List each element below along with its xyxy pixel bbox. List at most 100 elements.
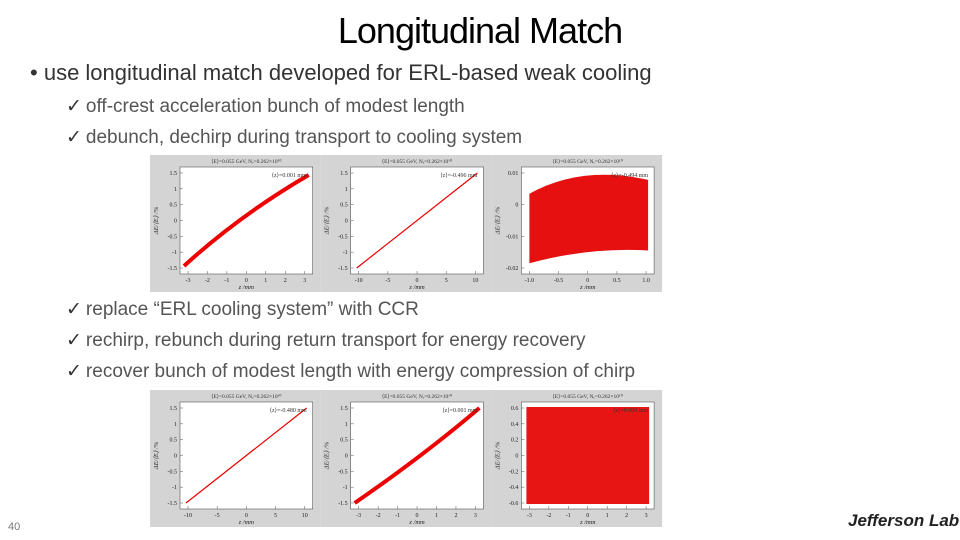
x-tick-label: -2 xyxy=(205,278,210,284)
panel-header: ⟨E⟩=0.055 GeV, Nₑ=0.262×10¹⁰ xyxy=(211,393,282,400)
y-tick-label: 0 xyxy=(174,454,177,460)
y-tick-label: 0.5 xyxy=(170,203,178,209)
y-axis-label: ΔE/⟨E⟩ /% xyxy=(324,441,331,470)
y-tick-label: -0.6 xyxy=(509,501,519,507)
check-item: rechirp, rebunch during return transport… xyxy=(66,329,586,352)
x-tick-label: -3 xyxy=(527,513,532,519)
check-item: replace “ERL cooling system” with CCR xyxy=(66,298,419,321)
x-tick-label: -2 xyxy=(376,513,381,519)
panel-note: ⟨z⟩=0.000 mm xyxy=(613,407,648,414)
panel-bg xyxy=(491,155,663,292)
x-axis-label: z /mm xyxy=(408,284,425,291)
x-tick-label: -5 xyxy=(215,513,220,519)
red-cloud xyxy=(529,174,649,264)
x-tick-label: 2 xyxy=(284,278,287,284)
x-tick-label: 1.0 xyxy=(642,278,650,284)
y-tick-label: 1 xyxy=(345,187,348,193)
x-tick-label: -1.0 xyxy=(525,278,535,284)
y-tick-label: -1.5 xyxy=(168,266,178,272)
panel-note: ⟨z⟩=0.001 mm xyxy=(272,172,307,179)
page-number: 40 xyxy=(8,521,21,533)
y-tick-label: 0 xyxy=(345,454,348,460)
y-tick-label: 0.4 xyxy=(511,422,519,428)
y-axis-label: ΔE/⟨E⟩ /% xyxy=(494,206,501,235)
x-tick-label: 1 xyxy=(264,278,267,284)
y-tick-label: -0.2 xyxy=(509,469,519,475)
x-tick-label: 0 xyxy=(586,278,589,284)
y-tick-label: -0.5 xyxy=(338,469,348,475)
y-tick-label: 0 xyxy=(515,454,518,460)
plot-panel: ⟨E⟩=0.055 GeV, Nₑ=0.262×10¹⁰ ⟨z⟩=-0.496 m… xyxy=(320,155,492,292)
panel-note: ⟨z⟩=-0.494 mm xyxy=(611,172,648,179)
plot-area xyxy=(521,401,655,510)
x-axis-label: z /mm xyxy=(238,519,255,526)
y-tick-label: 0 xyxy=(515,203,518,209)
y-tick-label: 1 xyxy=(345,422,348,428)
x-tick-label: 5 xyxy=(274,513,277,519)
plot-panel: ⟨E⟩=0.055 GeV, Nₑ=0.262×10¹⁰ ⟨z⟩=0.001 mm… xyxy=(320,390,492,527)
plot-panel: ⟨E⟩=0.055 GeV, Nₑ=0.262×10¹⁰ ⟨z⟩=0.001 mm… xyxy=(150,155,321,292)
plot-area xyxy=(521,166,655,275)
x-tick-label: -10 xyxy=(184,513,192,519)
y-tick-label: 0.2 xyxy=(511,438,519,444)
x-tick-label: 1 xyxy=(606,513,609,519)
y-tick-label: -0.5 xyxy=(338,234,348,240)
panel-note: ⟨z⟩=-0.496 mm xyxy=(440,172,477,179)
x-tick-label: -1 xyxy=(566,513,571,519)
x-tick-label: -10 xyxy=(355,278,363,284)
panel-bg xyxy=(320,155,492,292)
x-tick-label: 0 xyxy=(416,513,419,519)
x-tick-label: 0 xyxy=(416,278,419,284)
red-cloud xyxy=(353,406,481,505)
plot-area xyxy=(179,166,313,275)
y-tick-label: -1 xyxy=(343,485,348,491)
panel-bg xyxy=(491,390,663,527)
x-tick-label: 10 xyxy=(302,513,308,519)
x-tick-label: 0.5 xyxy=(613,278,621,284)
bullet-text: use longitudinal match developed for ERL… xyxy=(43,60,652,85)
y-tick-label: 0.01 xyxy=(508,171,519,177)
y-tick-label: -0.5 xyxy=(168,469,178,475)
panel-bg xyxy=(150,390,321,527)
panel-header: ⟨E⟩=0.055 GeV, Nₑ=0.262×10¹⁰ xyxy=(553,393,624,400)
panel-bg xyxy=(150,155,321,292)
bullet: • use longitudinal match developed for E… xyxy=(30,60,652,85)
y-tick-label: 1.5 xyxy=(340,406,348,412)
x-axis-label: z /mm xyxy=(238,284,255,291)
y-tick-label: -0.02 xyxy=(506,266,519,272)
panel-note: ⟨z⟩=-0.480 mm xyxy=(270,407,307,414)
y-tick-label: 0.5 xyxy=(340,438,348,444)
y-tick-label: -0.4 xyxy=(509,485,519,491)
x-tick-label: 2 xyxy=(454,513,457,519)
y-tick-label: 0.6 xyxy=(511,406,519,412)
logo: Jefferson Lab xyxy=(848,511,960,530)
y-tick-label: 1 xyxy=(174,422,177,428)
y-tick-label: 1.5 xyxy=(340,171,348,177)
panel-header: ⟨E⟩=0.055 GeV, Nₑ=0.262×10¹⁰ xyxy=(211,158,282,165)
y-tick-label: -1.5 xyxy=(338,266,348,272)
y-tick-label: 0.5 xyxy=(340,203,348,209)
x-tick-label: 2 xyxy=(625,513,628,519)
y-tick-label: -1 xyxy=(343,250,348,256)
y-axis-label: ΔE/⟨E⟩ /% xyxy=(153,206,160,235)
y-tick-label: -0.01 xyxy=(506,234,519,240)
x-tick-label: 0 xyxy=(245,278,248,284)
panel-header: ⟨E⟩=0.055 GeV, Nₑ=0.262×10¹⁰ xyxy=(382,158,453,165)
y-tick-label: 1 xyxy=(174,187,177,193)
y-axis-label: ΔE/⟨E⟩ /% xyxy=(494,441,501,470)
x-tick-label: 0 xyxy=(245,513,248,519)
slide-title: Longitudinal Match xyxy=(337,10,623,51)
red-cloud xyxy=(185,407,308,504)
x-tick-label: 3 xyxy=(474,513,477,519)
x-tick-label: -1 xyxy=(395,513,400,519)
plot-area xyxy=(350,166,484,275)
x-tick-label: -5 xyxy=(385,278,390,284)
y-tick-label: -1.5 xyxy=(168,501,178,507)
x-tick-label: 1 xyxy=(435,513,438,519)
y-tick-label: 0.5 xyxy=(170,438,178,444)
x-tick-label: -1 xyxy=(224,278,229,284)
x-tick-label: 3 xyxy=(645,513,648,519)
plot-area xyxy=(350,401,484,510)
red-cloud xyxy=(356,172,478,269)
